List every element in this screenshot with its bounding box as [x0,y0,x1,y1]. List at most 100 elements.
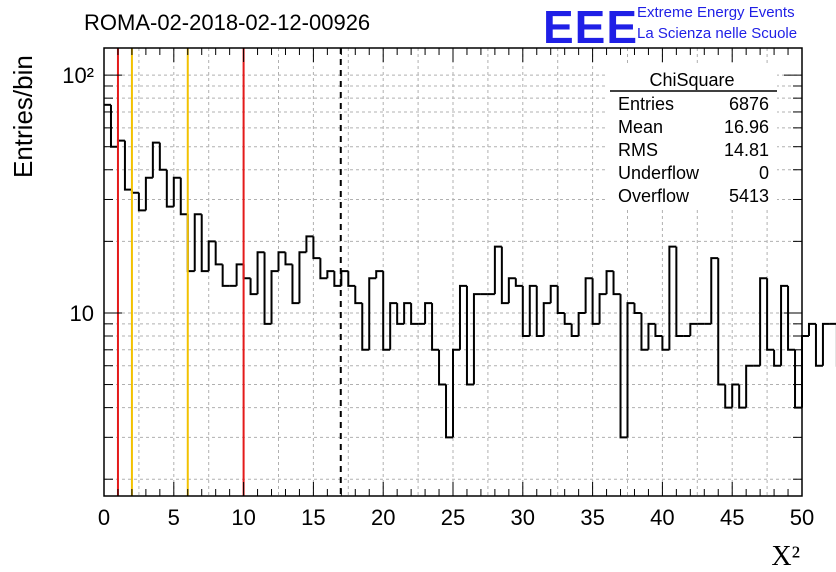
histogram-bin [144,176,153,211]
histogram-bin [123,140,132,191]
histogram-bin [130,189,139,194]
histogram-bin [549,284,558,304]
x-tick-label: 20 [371,505,395,530]
histogram-bin [773,349,782,367]
histogram-bin [249,278,258,296]
histogram-bin [794,349,802,409]
histogram-bin [193,213,202,272]
histogram-bin [263,252,272,325]
histogram-bin [452,348,460,438]
histogram-bin [507,277,516,304]
histogram-bin [689,322,698,337]
histogram-bin [242,264,251,280]
histogram-bin [814,323,823,367]
histogram-bin [221,264,230,287]
histogram-bin [759,277,768,366]
histogram-bin [528,284,537,337]
logo-line-1: Extreme Energy Events [637,4,795,21]
histogram-bin [458,284,467,350]
histogram-bin [277,251,286,272]
histogram-bin [787,285,796,351]
histogram-bin [354,285,363,305]
histogram-bin [291,264,300,305]
stats-label: Overflow [618,186,690,206]
histogram-bin [647,322,656,350]
histogram-bin [179,177,188,216]
y-tick-label: 10 [70,301,94,326]
x-tick-label: 35 [580,505,604,530]
histogram-bin [521,285,530,338]
histogram-bin [500,246,509,305]
histogram-bin [319,258,328,280]
histogram-bin [305,235,314,253]
histogram-bin [340,270,349,286]
histogram-bin [619,294,628,439]
histogram-bin [137,192,146,212]
stats-value: 0 [759,163,769,183]
histogram-bin [326,270,335,279]
histogram-bin [465,285,474,386]
histogram-bin [312,236,321,260]
histogram-bin [542,302,551,337]
stats-value: 14.81 [724,140,769,160]
x-tick-label: 5 [168,505,180,530]
histogram-bin [256,251,265,295]
y-axis-label: Entries/bin [8,55,38,178]
histogram-bin [821,322,830,366]
histogram-bin [445,384,453,439]
stats-box-bg [607,66,777,210]
histogram-bin [424,302,433,324]
histogram-bin [675,246,684,338]
histogram-bin [403,302,412,324]
histogram-bin [438,349,447,386]
histogram-bin [493,245,502,295]
histogram-bin [200,214,209,273]
histogram-bin [158,142,167,171]
histogram-bin [640,312,649,351]
x-tick-label: 50 [790,505,814,530]
histogram-bin [151,141,160,178]
stats-label: RMS [618,140,658,160]
histogram-bin [738,384,747,409]
histogram-bin [270,270,279,324]
stats-label: Mean [618,117,663,137]
histogram-bin [556,285,565,314]
histogram-bin [570,323,579,338]
x-tick-label: 45 [720,505,744,530]
histogram-bin [207,240,216,272]
stats-value: 6876 [729,94,769,114]
histogram-bin [165,169,174,208]
histogram-bin [668,245,677,350]
logo-line-2: La Scienza nelle Scuole [637,25,798,42]
histogram-bin [382,271,391,351]
histogram-bin [661,336,670,351]
stats-label: Underflow [618,163,700,183]
histogram-bin [612,271,621,296]
histogram-bin [598,293,607,324]
histogram-bin [584,277,593,313]
y-tick-label: 10² [62,63,94,88]
histogram-bin [780,284,789,366]
histogram-bin [214,241,223,266]
histogram-bin [109,104,118,148]
histogram-bin [361,303,370,351]
histogram-bin [577,311,586,337]
x-tick-label: 10 [231,505,255,530]
x-tick-label: 15 [301,505,325,530]
histogram-bin [396,303,405,325]
histogram-bin [514,278,523,287]
histogram-bin [472,293,481,385]
stats-label: Entries [618,94,674,114]
histogram-bin [633,303,642,314]
histogram-bin [347,271,356,287]
x-tick-label: 0 [98,505,110,530]
histogram-bin [626,302,635,438]
histogram-bin [724,384,733,409]
histogram-bin [717,258,726,386]
run-title: ROMA-02-2018-02-12-00926 [84,10,371,35]
x-tick-label: 30 [511,505,535,530]
histogram-bin [116,139,125,147]
histogram-bin [654,323,663,338]
histogram-bin [745,364,754,408]
